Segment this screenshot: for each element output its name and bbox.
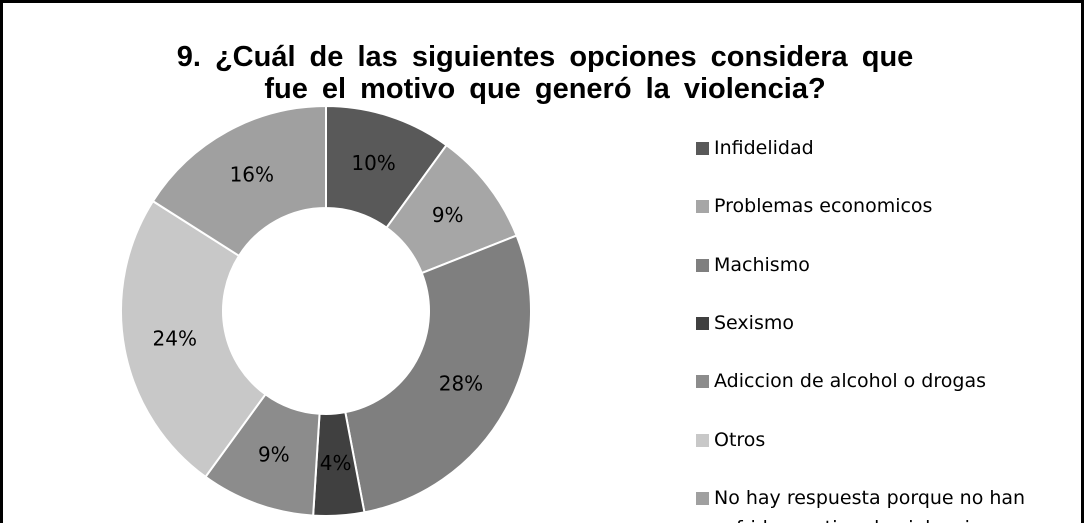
donut-slice — [344, 234, 532, 514]
legend-label: Sexismo — [714, 311, 794, 334]
legend-item: Infidelidad — [696, 133, 1044, 163]
data-label: 9% — [432, 203, 464, 227]
data-label: 28% — [439, 372, 483, 396]
plot: 10% 9% 28% 4% 9% 24% 16% — [120, 104, 532, 517]
chart-title: 9. ¿Cuál de las siguientes opciones cons… — [176, 41, 914, 73]
legend-swatch — [696, 433, 709, 447]
legend-label: Machismo — [714, 253, 810, 276]
legend-label: No hay respuesta porque no han sufrido e… — [714, 486, 1026, 523]
legend-label: Problemas economicos — [714, 195, 933, 218]
legend-swatch — [696, 316, 709, 330]
chart-title: fue el motivo que generó la violencia? — [264, 73, 826, 105]
legend-swatch — [696, 142, 709, 155]
legend-label: Otros — [714, 428, 766, 451]
data-label: 9% — [258, 442, 290, 466]
legend-label: Adiccion de alcohol o drogas — [714, 370, 986, 393]
legend-item: Problemas economicos — [696, 191, 1044, 221]
legend-item: Otros — [696, 425, 1044, 455]
data-label: 10% — [351, 151, 395, 175]
legend-swatch — [696, 491, 709, 505]
data-label: 4% — [320, 451, 352, 475]
donut-slice — [120, 199, 267, 479]
donut-slice — [151, 104, 327, 258]
data-label: 24% — [153, 326, 197, 350]
legend-swatch — [696, 375, 709, 389]
legend-item: Machismo — [696, 250, 1044, 280]
legend-swatch — [696, 258, 709, 272]
legend-item: Sexismo — [696, 308, 1044, 338]
legend-label: Infidelidad — [714, 137, 814, 159]
legend-item: Adiccion de alcohol o drogas — [696, 366, 1044, 396]
data-label: 16% — [230, 163, 274, 187]
legend-swatch — [696, 200, 709, 214]
legend-item: No hay respuesta porque no han sufrido e… — [696, 483, 1044, 523]
